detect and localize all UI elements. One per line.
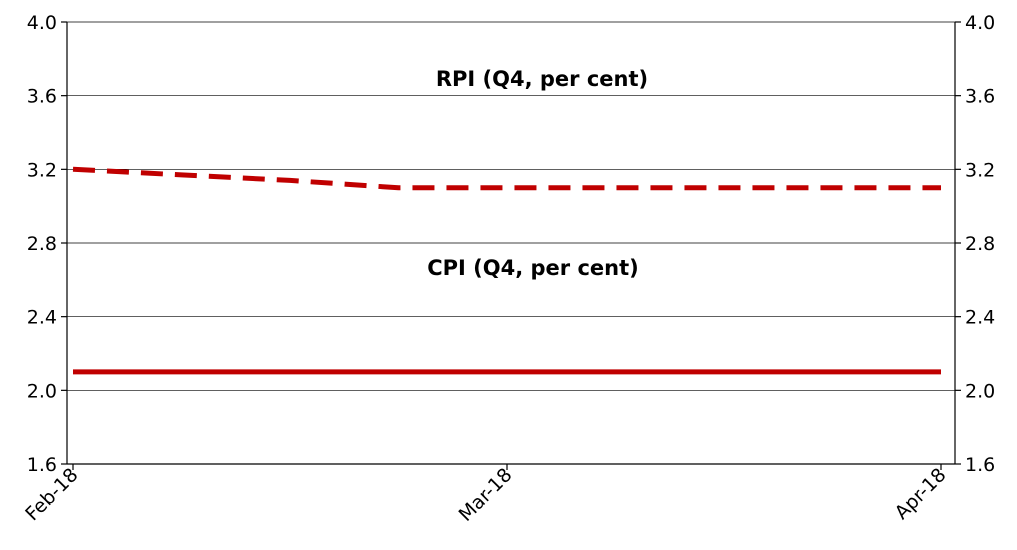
grid-layer [67,21,955,391]
x-tick-label: Apr-18 [891,464,951,524]
left-y-tick-label: 2.0 [27,380,57,402]
left-y-tick-label: 2.4 [27,307,57,329]
rpi-series-line [72,166,941,191]
series-layer [72,166,941,375]
left-y-tick-label: 2.8 [27,233,57,255]
right-y-tick-label: 2.8 [965,233,995,255]
right-y-tick-label: 2.0 [965,380,995,402]
ticks-layer: 1.6 1.6 2.0 2.0 2.4 2.4 2.8 2.8 3.2 3.2 3.6 3.6 4.0 4… [21,12,995,526]
right-y-tick-label: 4.0 [965,12,995,34]
left-y-tick-label: 4.0 [27,12,57,34]
right-y-tick-label: 2.4 [965,307,995,329]
series-label-cpi: CPI (Q4, per cent) [427,256,639,280]
left-y-tick-label: 3.2 [27,159,57,181]
right-y-tick-label: 3.2 [965,159,995,181]
x-tick-label: Mar-18 [455,464,517,526]
left-y-tick-label: 3.6 [27,86,57,108]
right-y-tick-label: 1.6 [965,454,995,476]
left-y-tick-label: 1.6 [27,454,57,476]
labels-layer: RPI (Q4, per cent) CPI (Q4, per cent) [427,67,648,280]
right-y-tick-label: 3.6 [965,86,995,108]
series-label-rpi: RPI (Q4, per cent) [436,67,648,91]
